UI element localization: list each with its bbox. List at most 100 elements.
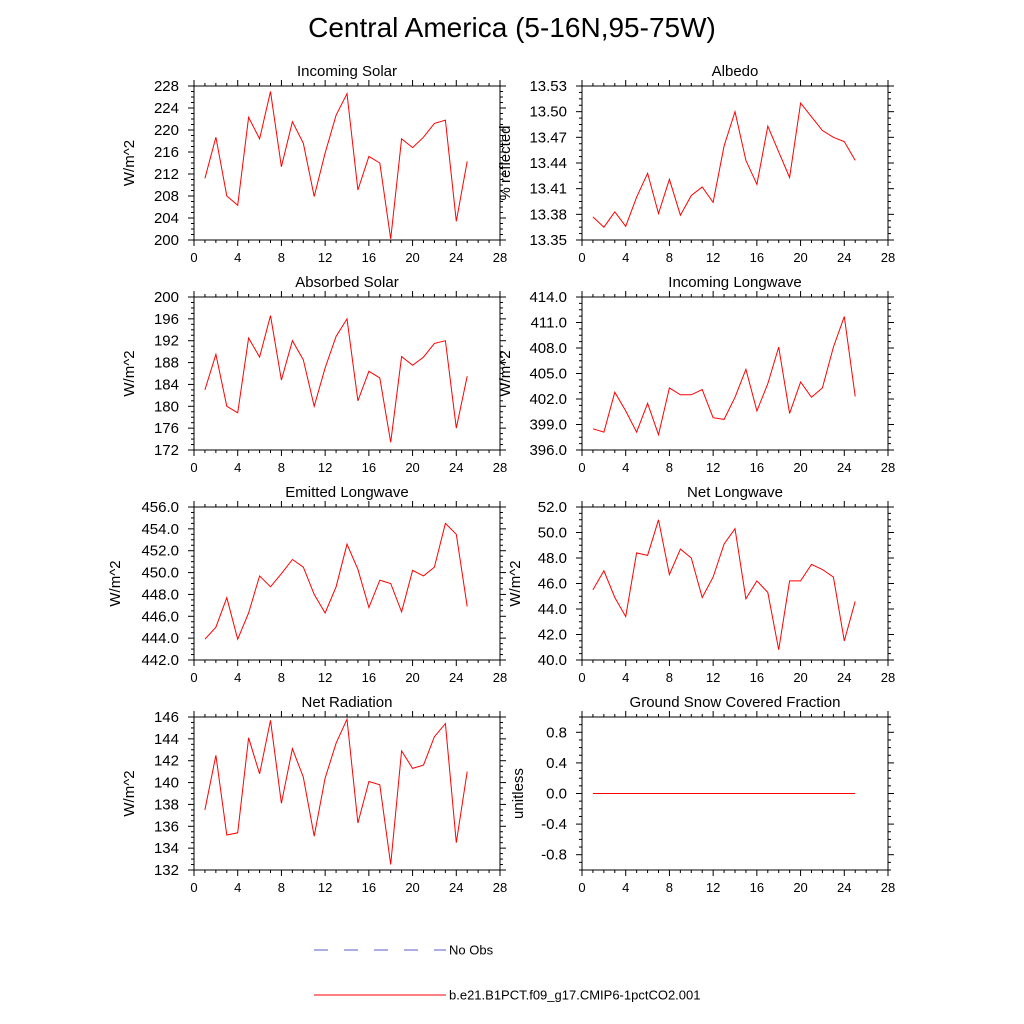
- x-tick-label: 24: [837, 250, 851, 265]
- x-tick-label: 12: [706, 460, 720, 475]
- x-tick-label: 12: [318, 880, 332, 895]
- panel-4: 0 4 8 12 16 20 24 28 396.0 399.0 402.0 405.0 408.0 41…: [497, 274, 895, 475]
- x-tick-label: 28: [493, 250, 507, 265]
- x-tick-label: 24: [449, 250, 463, 265]
- y-tick-label: 228: [154, 78, 179, 95]
- panel-title: Absorbed Solar: [295, 274, 398, 291]
- x-tick-label: 12: [706, 250, 720, 265]
- x-tick-label: 16: [362, 880, 376, 895]
- x-tick-label: 8: [666, 880, 673, 895]
- y-tick-label: -0.8: [541, 847, 567, 864]
- y-tick-label: 0.8: [546, 724, 567, 741]
- y-tick-label: -0.4: [541, 816, 567, 833]
- panel-8: 0 4 8 12 16 20 24 28 -0.8 -0.4 0.0 0.4 0.8 Ground Sno…: [510, 694, 895, 895]
- x-tick-label: 4: [234, 250, 241, 265]
- x-tick-label: 28: [881, 880, 895, 895]
- x-tick-label: 4: [234, 670, 241, 685]
- y-tick-label: 134: [154, 840, 179, 857]
- series-line: [204, 315, 468, 443]
- x-tick-label: 16: [362, 250, 376, 265]
- y-axis-label: W/m^2: [507, 560, 524, 606]
- plot-frame: [193, 506, 501, 661]
- x-tick-label: 4: [622, 460, 629, 475]
- y-tick-label: 408.0: [529, 340, 567, 357]
- x-tick-label: 12: [318, 250, 332, 265]
- y-tick-label: 13.35: [529, 232, 567, 249]
- plot-frame: [581, 85, 889, 241]
- y-axis-label: W/m^2: [107, 560, 124, 606]
- x-tick-label: 16: [362, 670, 376, 685]
- panel-3: 0 4 8 12 16 20 24 28 172 176 180 184 188 192 196 200 Abs…: [121, 274, 507, 475]
- y-tick-label: 138: [154, 796, 179, 813]
- y-tick-label: 40.0: [538, 652, 567, 669]
- x-tick-label: 4: [234, 460, 241, 475]
- y-tick-label: 204: [154, 210, 179, 227]
- y-tick-label: 13.38: [529, 206, 567, 223]
- x-tick-label: 24: [449, 880, 463, 895]
- x-tick-label: 16: [362, 460, 376, 475]
- y-tick-label: 446.0: [141, 608, 179, 625]
- x-tick-label: 0: [190, 670, 197, 685]
- y-tick-label: 136: [154, 818, 179, 835]
- y-tick-label: 402.0: [529, 391, 567, 408]
- y-tick-label: 0.0: [546, 786, 567, 803]
- y-tick-label: 200: [154, 289, 179, 306]
- x-tick-label: 4: [622, 880, 629, 895]
- x-tick-label: 28: [881, 670, 895, 685]
- x-tick-label: 24: [449, 460, 463, 475]
- x-tick-label: 8: [666, 670, 673, 685]
- x-tick-label: 24: [837, 670, 851, 685]
- panel-title: Albedo: [712, 63, 759, 80]
- x-tick-label: 16: [750, 460, 764, 475]
- plot-frame: [581, 296, 889, 451]
- x-tick-label: 28: [493, 460, 507, 475]
- plot-frame: [193, 85, 501, 241]
- y-axis-label: % reflected: [497, 125, 514, 200]
- x-tick-label: 20: [405, 670, 419, 685]
- series-line: [592, 101, 856, 228]
- panel-7: 0 4 8 12 16 20 24 28 132 134 136 138 140 142 144 146 Net…: [121, 694, 507, 895]
- y-tick-label: 13.44: [529, 155, 567, 172]
- y-tick-label: 450.0: [141, 565, 179, 582]
- x-tick-label: 8: [666, 460, 673, 475]
- x-tick-label: 4: [622, 670, 629, 685]
- y-axis-label: W/m^2: [121, 140, 138, 186]
- y-tick-label: 224: [154, 100, 179, 117]
- x-tick-label: 12: [706, 880, 720, 895]
- x-tick-label: 4: [622, 250, 629, 265]
- y-tick-label: 13.53: [529, 78, 567, 95]
- x-tick-label: 20: [793, 670, 807, 685]
- y-tick-label: 50.0: [538, 525, 567, 542]
- y-tick-label: 132: [154, 862, 179, 879]
- x-tick-label: 20: [793, 460, 807, 475]
- y-tick-label: 196: [154, 311, 179, 328]
- x-tick-label: 12: [318, 670, 332, 685]
- series-line: [204, 717, 468, 865]
- y-tick-label: 452.0: [141, 543, 179, 560]
- y-tick-label: 405.0: [529, 366, 567, 383]
- y-tick-label: 444.0: [141, 630, 179, 647]
- panel-title: Incoming Solar: [297, 63, 397, 80]
- y-tick-label: 212: [154, 166, 179, 183]
- x-tick-label: 28: [881, 250, 895, 265]
- y-tick-label: 216: [154, 144, 179, 161]
- y-axis-label: W/m^2: [121, 350, 138, 396]
- x-tick-label: 24: [837, 460, 851, 475]
- x-tick-label: 28: [493, 880, 507, 895]
- x-tick-label: 28: [881, 460, 895, 475]
- x-tick-label: 20: [793, 250, 807, 265]
- panel-1: 0 4 8 12 16 20 24 28 200 204 208 212 216 220 224 228 Inc…: [121, 63, 507, 265]
- y-tick-label: 48.0: [538, 550, 567, 567]
- x-tick-label: 8: [278, 250, 285, 265]
- y-tick-label: 180: [154, 398, 179, 415]
- x-tick-label: 28: [493, 670, 507, 685]
- x-tick-label: 4: [234, 880, 241, 895]
- x-tick-label: 12: [706, 670, 720, 685]
- x-tick-label: 12: [318, 460, 332, 475]
- x-tick-label: 8: [666, 250, 673, 265]
- y-tick-label: 0.4: [546, 755, 567, 772]
- series-line: [204, 91, 468, 239]
- x-tick-label: 24: [837, 880, 851, 895]
- y-tick-label: 13.41: [529, 181, 567, 198]
- y-tick-label: 442.0: [141, 652, 179, 669]
